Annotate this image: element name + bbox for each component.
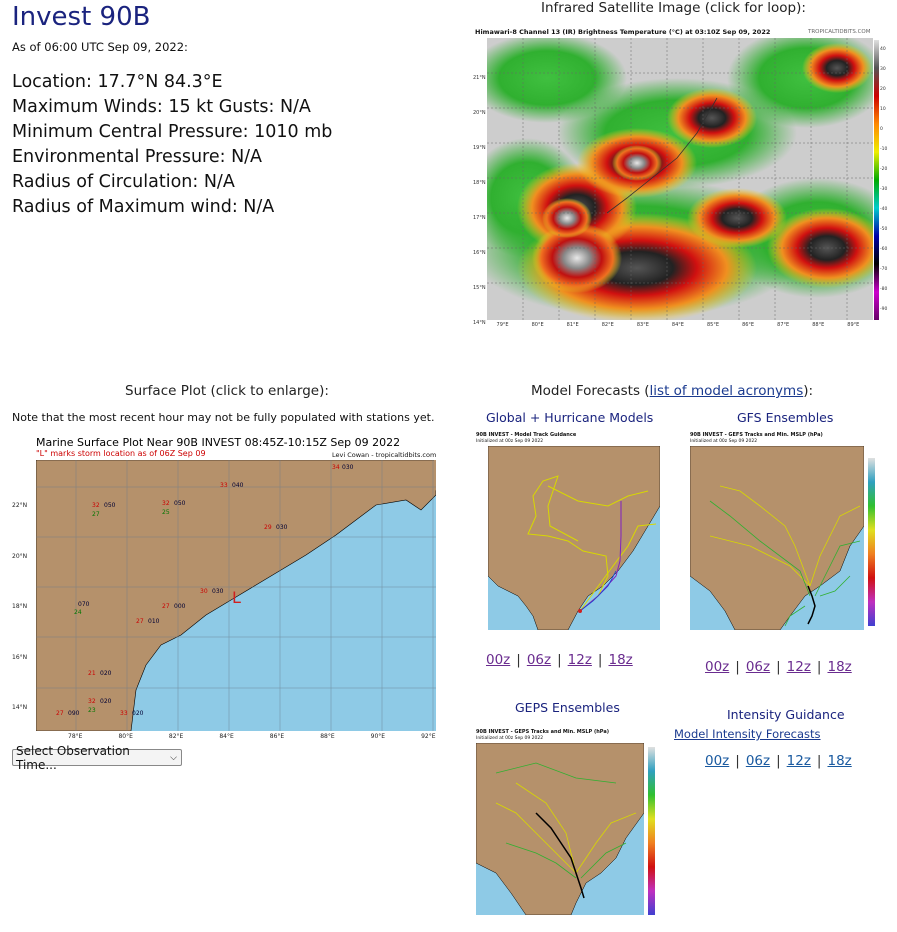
radius-circulation-text: Radius of Circulation: N/A [12,172,235,192]
global-models-runs: 00z | 06z | 12z | 18z [486,652,633,668]
gefs-run-00z[interactable]: 00z [705,659,730,675]
surface-plot-caption: Surface Plot (click to enlarge): [125,383,329,399]
intensity-run-00z[interactable]: 00z [705,753,730,769]
surface-plot-image[interactable]: Marine Surface Plot Near 90B INVEST 08:4… [12,433,440,740]
intensity-guidance-title: Intensity Guidance [727,707,845,722]
surface-lat-labels: 22°N 20°N 18°N 16°N 14°N [12,502,28,711]
intensity-forecasts-link[interactable]: Model Intensity Forecasts [674,727,821,741]
svg-text:27: 27 [136,618,144,625]
observation-time-select[interactable]: Select Observation Time... ⌵ [12,744,182,772]
svg-text:020: 020 [100,670,112,677]
svg-text:25: 25 [162,509,170,516]
satellite-color-scale [874,40,879,320]
satellite-scale-labels: 40 30 20 10 0 -10 -20 -30 -40 -50 -60 -70 -80 -90 [880,47,888,312]
intensity-run-12z[interactable]: 12z [786,753,811,769]
svg-text:050: 050 [104,502,116,509]
surface-plot-title: Marine Surface Plot Near 90B INVEST 08:4… [36,436,401,449]
gefs-plot-init: Initialized at 00z Sep 09 2022 [690,439,758,444]
global-models-image[interactable]: 90B INVEST - Model Track Guidance Initia… [474,430,664,638]
svg-text:32: 32 [162,500,170,507]
geps-mslp-scale [648,747,655,915]
geps-plot-title: 90B INVEST - GEPS Tracks and Min. MSLP (… [476,729,609,735]
satellite-lon-labels: 79°E 80°E 81°E 82°E 83°E 84°E 85°E 86°E 87°E 88°E… [496,322,860,328]
max-winds-text: Maximum Winds: 15 kt Gusts: N/A [12,97,311,117]
geps-plot-init: Initialized at 00z Sep 09 2022 [476,736,544,741]
gefs-plot-title: 90B INVEST - GEFS Tracks and Min. MSLP (… [690,432,823,438]
svg-text:32: 32 [88,698,96,705]
satellite-image[interactable]: Himawari-8 Channel 13 (IR) Brightness Te… [473,28,887,328]
intensity-run-06z[interactable]: 06z [745,753,771,769]
satellite-credit: TROPICALTIDBITS.COM [808,29,871,35]
surface-note: Note that the most recent hour may not b… [12,411,435,424]
gefs-mslp-scale [868,458,875,626]
global-run-18z[interactable]: 18z [608,652,633,668]
svg-text:27: 27 [92,511,100,518]
svg-text:050: 050 [174,500,186,507]
global-models-title: Global + Hurricane Models [486,410,654,425]
svg-text:090: 090 [68,710,80,717]
gfs-ensembles-title: GFS Ensembles [737,410,834,425]
env-pressure-text: Environmental Pressure: N/A [12,147,263,167]
svg-text:21: 21 [88,670,96,677]
svg-text:24: 24 [74,609,82,616]
global-run-00z[interactable]: 00z [486,652,511,668]
svg-text:020: 020 [132,710,144,717]
model-acronyms-link[interactable]: list of model acronyms [649,383,804,399]
as-of-time: As of 06:00 UTC Sep 09, 2022: [12,40,188,54]
svg-text:30: 30 [200,588,208,595]
geps-ensembles-title: GEPS Ensembles [515,700,620,715]
global-track-map [488,446,660,630]
global-run-06z[interactable]: 06z [526,652,552,668]
min-pressure-text: Minimum Central Pressure: 1010 mb [12,122,333,142]
surface-plot-credit: Levi Cowan - tropicaltidbits.com [332,451,437,459]
storm-info: Location: 17.7°N 84.3°E Maximum Winds: 1… [12,70,332,220]
svg-text:030: 030 [342,464,354,471]
intensity-runs: 00z | 06z | 12z | 18z [705,753,852,769]
svg-text:34: 34 [332,464,340,471]
storm-location-marker: L [232,588,241,607]
svg-text:33: 33 [120,710,128,717]
storm-title: Invest 90B [12,2,151,32]
svg-text:000: 000 [174,603,186,610]
satellite-lat-labels: 21°N 20°N 19°N 18°N 17°N 16°N 15°N 14°N [473,75,486,326]
geps-ensembles-image[interactable]: 90B INVEST - GEPS Tracks and Min. MSLP (… [474,727,664,919]
satellite-caption: Infrared Satellite Image (click for loop… [541,0,806,16]
model-forecasts-caption: Model Forecasts (list of model acronyms)… [531,383,814,399]
satellite-ir-map [487,38,873,320]
svg-text:030: 030 [212,588,224,595]
satellite-header: Himawari-8 Channel 13 (IR) Brightness Te… [475,28,771,36]
svg-text:020: 020 [100,698,112,705]
global-plot-title: 90B INVEST - Model Track Guidance [476,432,577,438]
intensity-run-18z[interactable]: 18z [827,753,852,769]
select-label: Select Observation Time... [16,743,130,772]
svg-text:33: 33 [220,482,228,489]
svg-text:030: 030 [276,524,288,531]
svg-text:29: 29 [264,524,272,531]
gefs-run-06z[interactable]: 06z [745,659,771,675]
svg-text:010: 010 [148,618,160,625]
surface-lon-labels: 78°E 80°E 82°E 84°E 86°E 88°E 90°E 92°E [68,733,436,740]
chevron-down-icon: ⌵ [170,752,177,763]
global-run-12z[interactable]: 12z [567,652,592,668]
radius-max-wind-text: Radius of Maximum wind: N/A [12,197,275,217]
gefs-run-18z[interactable]: 18z [827,659,852,675]
gefs-track-map [690,446,864,630]
svg-text:040: 040 [232,482,244,489]
svg-text:32: 32 [92,502,100,509]
gefs-ensembles-image[interactable]: 90B INVEST - GEFS Tracks and Min. MSLP (… [688,430,885,642]
svg-text:070: 070 [78,601,90,608]
gefs-runs: 00z | 06z | 12z | 18z [705,659,852,675]
global-plot-init: Initialized at 00z Sep 09 2022 [476,439,544,444]
geps-track-map [476,743,644,915]
location-text: Location: 17.7°N 84.3°E [12,72,223,92]
svg-text:27: 27 [56,710,64,717]
gefs-run-12z[interactable]: 12z [786,659,811,675]
svg-text:23: 23 [88,707,96,714]
surface-plot-subtitle: "L" marks storm location as of 06Z Sep 0… [36,449,206,458]
svg-text:27: 27 [162,603,170,610]
